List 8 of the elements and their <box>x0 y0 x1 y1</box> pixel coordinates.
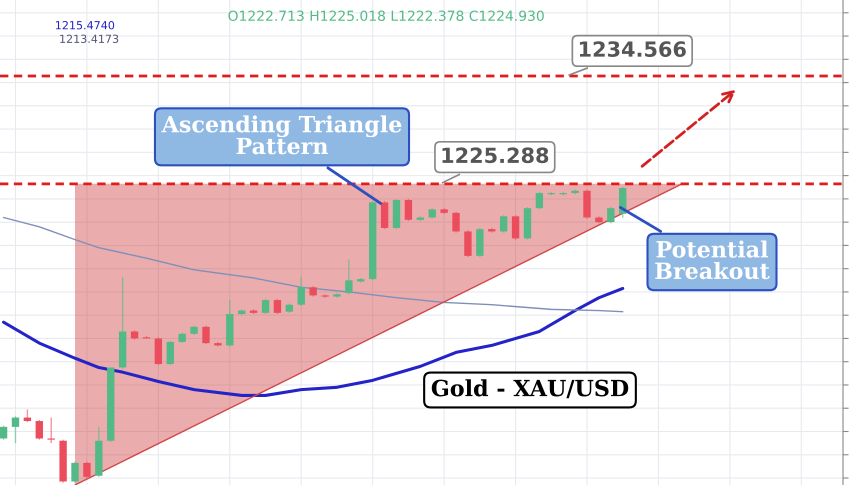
ref-line-label: 1234.566 <box>580 41 686 57</box>
annotation: 1213.4173 <box>60 34 118 43</box>
annotation: 1215.4740 <box>56 21 114 30</box>
ref-line-label: 1225.288 <box>442 147 548 164</box>
annotation: Potential Breakout <box>655 240 770 280</box>
annotation: O1222.713 H1225.018 L1222.378 C1224.930 <box>228 10 544 22</box>
annotation: Gold - XAU/USD <box>432 379 628 398</box>
annotation: Ascending Triangle Pattern <box>161 115 402 154</box>
